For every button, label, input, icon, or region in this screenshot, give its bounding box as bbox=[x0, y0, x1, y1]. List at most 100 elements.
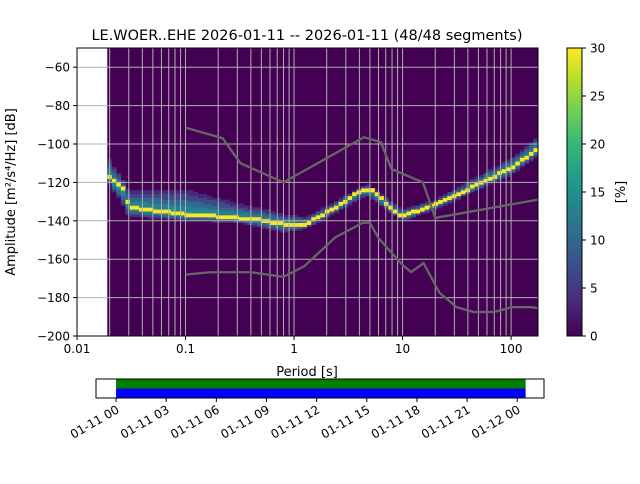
heatmap-cell bbox=[116, 195, 122, 199]
heatmap-cell bbox=[261, 216, 267, 220]
plot-frame bbox=[76, 47, 539, 337]
heatmap-cell bbox=[138, 201, 144, 204]
heatmap-cell bbox=[129, 205, 135, 208]
heatmap-cell bbox=[188, 209, 194, 212]
heatmap-cell bbox=[483, 178, 489, 181]
heatmap-cell bbox=[333, 209, 339, 212]
heatmap-cell bbox=[279, 226, 285, 229]
heatmap-cell bbox=[234, 211, 240, 214]
heatmap-cell bbox=[420, 207, 425, 210]
heatmap-cell bbox=[243, 211, 249, 214]
heatmap-cell bbox=[297, 218, 303, 222]
heatmap-cell bbox=[528, 149, 534, 152]
heatmap-cell bbox=[116, 188, 122, 191]
heatmap-cell bbox=[474, 180, 480, 183]
heatmap-cell bbox=[129, 203, 135, 206]
heatmap-cell bbox=[256, 220, 262, 224]
heatmap-cell bbox=[138, 211, 144, 214]
heatmap-cell bbox=[129, 190, 135, 193]
heatmap-cell bbox=[311, 216, 317, 220]
heatmap-cell bbox=[279, 228, 285, 231]
heatmap-cell bbox=[338, 197, 344, 200]
heatmap-cell bbox=[415, 211, 421, 214]
heatmap-cell bbox=[265, 224, 271, 227]
heatmap-cell bbox=[211, 218, 217, 222]
heatmap-cell bbox=[148, 207, 153, 210]
heatmap-cell bbox=[120, 197, 126, 200]
heatmap-cell bbox=[229, 220, 235, 224]
heatmap-cell bbox=[270, 222, 276, 225]
heatmap-cell bbox=[424, 209, 430, 212]
heatmap-cell bbox=[229, 213, 235, 216]
heatmap-cell bbox=[220, 218, 226, 222]
heatmap-cell bbox=[501, 161, 507, 164]
heatmap-cell bbox=[392, 209, 398, 212]
heatmap-cell bbox=[488, 174, 493, 177]
heatmap-cell bbox=[524, 157, 530, 160]
heatmap-cell bbox=[424, 203, 430, 206]
heatmap-cell bbox=[533, 145, 539, 149]
heatmap-cell bbox=[157, 216, 162, 220]
heatmap-cell bbox=[175, 211, 181, 214]
heatmap-cell bbox=[161, 201, 167, 204]
colorbar-tick-label: 30 bbox=[590, 42, 605, 56]
heatmap-cell bbox=[179, 190, 185, 193]
heatmap-cell bbox=[352, 193, 357, 197]
heatmap-cell bbox=[234, 209, 240, 212]
heatmap-cell bbox=[361, 195, 367, 199]
heatmap-cell bbox=[279, 218, 285, 222]
heatmap-cell bbox=[134, 193, 140, 197]
heatmap-cell bbox=[238, 205, 244, 208]
heatmap-cell bbox=[506, 174, 512, 177]
heatmap-cell bbox=[442, 197, 448, 200]
heatmap-cell bbox=[179, 213, 185, 216]
heatmap-cell bbox=[528, 159, 534, 162]
x-tick-label: 100 bbox=[500, 342, 523, 356]
heatmap-cell bbox=[519, 151, 525, 154]
heatmap-cell bbox=[148, 213, 153, 216]
heatmap-cell bbox=[157, 209, 162, 212]
heatmap-cell bbox=[129, 199, 135, 202]
heatmap-cell bbox=[265, 211, 271, 214]
heatmap-cell bbox=[134, 211, 140, 214]
heatmap-cell bbox=[125, 213, 131, 216]
heatmap-cell bbox=[261, 215, 267, 218]
heatmap-cell bbox=[229, 201, 235, 204]
heatmap-cell bbox=[238, 213, 244, 216]
heatmap-cell bbox=[256, 211, 262, 214]
heatmap-cell bbox=[528, 147, 534, 151]
heatmap-cell bbox=[202, 216, 208, 220]
heatmap-cell bbox=[193, 211, 199, 214]
heatmap-cell bbox=[488, 168, 493, 172]
heatmap-cell bbox=[152, 192, 158, 195]
heatmap-cell bbox=[116, 176, 122, 179]
heatmap-cell bbox=[202, 193, 208, 197]
heatmap-cell bbox=[125, 201, 131, 204]
heatmap-cell bbox=[184, 197, 190, 200]
heatmap-cell bbox=[238, 211, 244, 214]
heatmap-cell bbox=[188, 218, 194, 222]
heatmap-cell bbox=[134, 203, 140, 206]
heatmap-cell bbox=[207, 199, 212, 202]
heatmap-cell bbox=[125, 209, 131, 212]
heatmap-cell bbox=[247, 213, 253, 216]
heatmap-cell bbox=[197, 205, 203, 208]
heatmap-cell bbox=[138, 192, 144, 195]
heatmap-cell bbox=[306, 224, 312, 227]
heatmap-cell bbox=[138, 215, 144, 218]
heatmap-cell bbox=[120, 182, 126, 185]
heatmap-cell bbox=[519, 149, 525, 152]
heatmap-cell bbox=[125, 203, 131, 206]
heatmap-cell bbox=[152, 197, 158, 200]
heatmap-cell bbox=[125, 190, 131, 193]
heatmap-cell bbox=[279, 215, 285, 218]
heatmap-cell bbox=[388, 201, 394, 204]
heatmap-cell bbox=[288, 218, 294, 222]
heatmap-cell bbox=[365, 184, 371, 187]
heatmap-cell bbox=[288, 215, 294, 218]
y-tick-label: −120 bbox=[37, 176, 70, 190]
heatmap-cell bbox=[148, 205, 153, 208]
heatmap-cell bbox=[347, 201, 353, 204]
heatmap-cell bbox=[528, 142, 534, 145]
heatmap-cell bbox=[225, 213, 230, 216]
